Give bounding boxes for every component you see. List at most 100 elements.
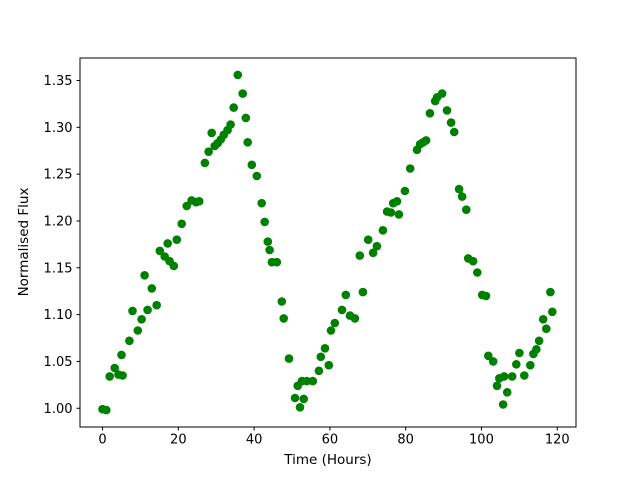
data-point: [290, 393, 300, 403]
data-point: [152, 300, 161, 310]
data-point: [446, 118, 456, 127]
data-point: [105, 372, 114, 381]
data-point: [468, 256, 478, 266]
data-point: [394, 210, 404, 219]
data-point: [488, 357, 498, 366]
data-point: [243, 138, 252, 147]
data-point: [229, 103, 238, 112]
x-tick-label: 40: [246, 433, 263, 448]
y-tick-label: 1.15: [44, 261, 73, 276]
data-point: [204, 147, 213, 156]
data-point: [337, 305, 347, 315]
data-point: [172, 235, 182, 244]
data-point: [260, 217, 270, 227]
x-tick-label: 80: [397, 433, 414, 448]
data-point: [118, 371, 127, 380]
y-tick-label: 1.10: [44, 308, 73, 323]
data-point: [324, 360, 334, 370]
data-point: [177, 219, 186, 229]
data-point: [449, 127, 459, 137]
data-point: [247, 160, 257, 170]
data-point: [263, 237, 273, 246]
data-point: [421, 136, 431, 145]
data-point: [484, 351, 493, 361]
data-point: [515, 348, 524, 358]
data-point: [363, 235, 373, 244]
x-tick-label: 0: [98, 433, 106, 448]
x-tick-label: 60: [322, 433, 339, 448]
data-point: [241, 113, 251, 123]
data-point: [302, 376, 312, 386]
data-point: [233, 70, 243, 80]
data-point: [277, 297, 287, 306]
data-point: [316, 352, 326, 362]
data-point: [143, 305, 152, 315]
data-point: [341, 290, 351, 300]
data-point: [265, 245, 274, 255]
data-point: [272, 257, 282, 267]
y-tick-label: 1.05: [44, 355, 73, 370]
data-point: [481, 291, 491, 301]
data-point: [502, 388, 512, 397]
data-point: [442, 106, 452, 115]
data-point: [499, 372, 509, 381]
data-point: [400, 186, 410, 196]
data-point: [498, 400, 508, 409]
data-point: [437, 89, 447, 98]
data-point: [137, 315, 146, 324]
data-point: [526, 360, 535, 370]
data-point: [226, 120, 235, 129]
data-point: [405, 164, 415, 173]
data-point: [532, 345, 541, 354]
data-point: [358, 287, 368, 297]
data-point: [457, 192, 467, 201]
data-point: [425, 109, 435, 118]
data-point: [238, 89, 247, 98]
data-point: [257, 198, 267, 208]
data-point: [102, 405, 111, 415]
data-point: [194, 197, 204, 206]
data-point: [169, 261, 179, 271]
data-point: [147, 284, 157, 293]
data-point: [507, 372, 517, 381]
data-point: [308, 376, 318, 386]
data-point: [534, 336, 544, 346]
data-point: [284, 354, 294, 363]
data-point: [182, 201, 191, 211]
data-point: [314, 366, 324, 376]
data-point: [548, 307, 557, 317]
x-axis-label: Time (Hours): [284, 452, 372, 468]
data-point: [520, 371, 529, 380]
data-point: [295, 403, 305, 412]
data-point: [155, 246, 165, 256]
plot-area: [79, 57, 577, 428]
data-point: [454, 184, 464, 194]
data-point: [140, 271, 149, 280]
data-point: [512, 360, 521, 369]
data-point: [473, 268, 482, 277]
data-point: [330, 318, 340, 328]
data-point: [117, 350, 126, 360]
data-point: [200, 158, 210, 168]
data-point: [542, 324, 551, 334]
data-point: [110, 363, 119, 373]
data-point: [368, 248, 378, 258]
y-axis-label: Normalised Flux: [16, 187, 32, 297]
data-point: [133, 326, 143, 335]
data-point: [163, 239, 172, 248]
data-point: [355, 251, 365, 260]
data-point: [299, 394, 309, 404]
x-tick-label: 20: [170, 433, 187, 448]
y-tick-label: 1.25: [44, 168, 73, 183]
data-point: [492, 381, 502, 391]
data-point: [386, 208, 396, 217]
x-tick-label: 100: [469, 433, 494, 448]
data-point: [320, 344, 330, 353]
data-point: [326, 326, 336, 335]
data-point: [462, 205, 471, 214]
data-point: [279, 314, 289, 323]
data-point: [125, 336, 134, 346]
data-point: [252, 171, 262, 181]
